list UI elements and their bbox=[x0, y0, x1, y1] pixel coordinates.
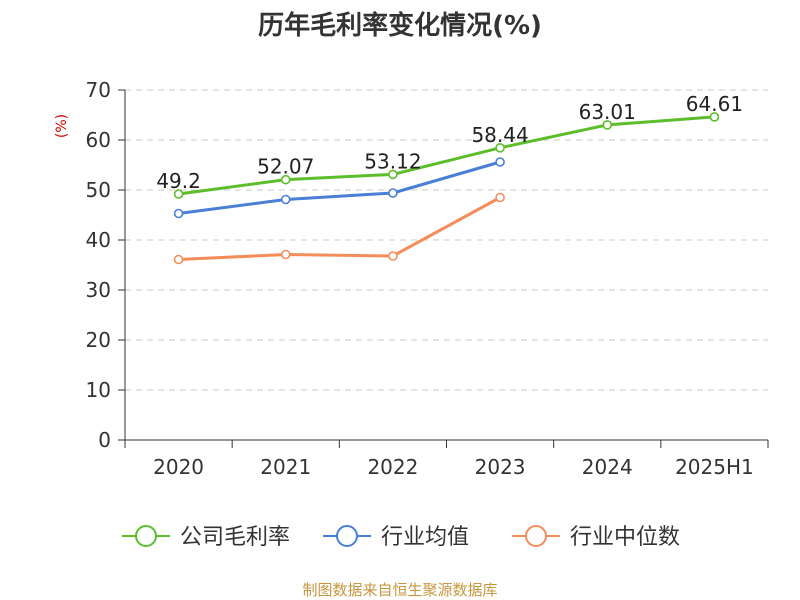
x-tick-label: 2025H1 bbox=[675, 455, 754, 479]
legend-item[interactable]: 公司毛利率 bbox=[122, 525, 290, 550]
data-label: 49.2 bbox=[156, 169, 201, 193]
series-1 bbox=[173, 157, 505, 219]
data-point bbox=[173, 189, 184, 199]
y-tick-label: 10 bbox=[86, 378, 111, 402]
x-tick-label: 2022 bbox=[367, 455, 418, 479]
data-point bbox=[495, 157, 505, 167]
data-point bbox=[280, 194, 291, 205]
y-tick-label: 40 bbox=[86, 228, 111, 252]
x-tick-label: 2024 bbox=[582, 455, 633, 479]
source-note: 制图数据来自恒生聚源数据库 bbox=[302, 581, 497, 599]
data-label: 58.44 bbox=[471, 123, 528, 147]
data-point bbox=[280, 174, 291, 185]
data-point bbox=[173, 254, 184, 265]
series-0 bbox=[173, 112, 720, 199]
x-tick-label: 2020 bbox=[153, 455, 204, 479]
data-point bbox=[495, 192, 505, 203]
data-label: 64.61 bbox=[686, 92, 743, 116]
legend: 公司毛利率 行业均值 行业中位数 bbox=[122, 525, 680, 550]
legend-circle-marker bbox=[525, 525, 547, 547]
x-tick-label: 2021 bbox=[260, 455, 311, 479]
series-line bbox=[178, 160, 501, 215]
legend-circle-marker bbox=[135, 525, 157, 547]
data-point bbox=[602, 120, 613, 130]
series-line bbox=[178, 196, 501, 261]
chart-title: 历年毛利率变化情况(%) bbox=[258, 10, 542, 41]
y-tick-label: 70 bbox=[86, 78, 111, 102]
legend-circle-marker bbox=[336, 525, 358, 547]
legend-label: 公司毛利率 bbox=[180, 525, 290, 550]
data-point bbox=[173, 208, 184, 219]
legend-item[interactable]: 行业中位数 bbox=[512, 525, 680, 550]
data-point bbox=[388, 188, 398, 198]
series-2 bbox=[173, 192, 505, 265]
data-point bbox=[280, 249, 291, 260]
y-tick-label: 0 bbox=[98, 428, 111, 452]
y-tick-label: 60 bbox=[86, 128, 111, 152]
grid-layer bbox=[125, 89, 768, 391]
data-point bbox=[709, 112, 720, 122]
axis-layer: 0 10 20 30 40 50 60 70 2020 2021 2022 2023 2024 2025H… bbox=[86, 78, 769, 479]
data-label: 53.12 bbox=[364, 149, 421, 173]
legend-label: 行业均值 bbox=[381, 525, 469, 550]
data-point bbox=[495, 143, 505, 153]
x-tick-label: 2023 bbox=[475, 455, 526, 479]
data-point bbox=[388, 169, 398, 180]
y-tick-label: 50 bbox=[86, 178, 111, 202]
legend-label: 行业中位数 bbox=[570, 525, 680, 550]
data-point bbox=[388, 251, 398, 261]
data-label: 63.01 bbox=[579, 100, 636, 124]
y-axis-unit-label: (%) bbox=[54, 114, 70, 138]
series-layer bbox=[173, 112, 720, 265]
data-label-layer: 49.2 52.07 53.12 58.44 63.01 64.61 bbox=[156, 92, 743, 193]
y-tick-label: 20 bbox=[86, 328, 111, 352]
legend-item[interactable]: 行业均值 bbox=[323, 525, 469, 550]
y-tick-label: 30 bbox=[86, 278, 111, 302]
series-line bbox=[178, 115, 715, 196]
data-label: 52.07 bbox=[257, 155, 314, 179]
